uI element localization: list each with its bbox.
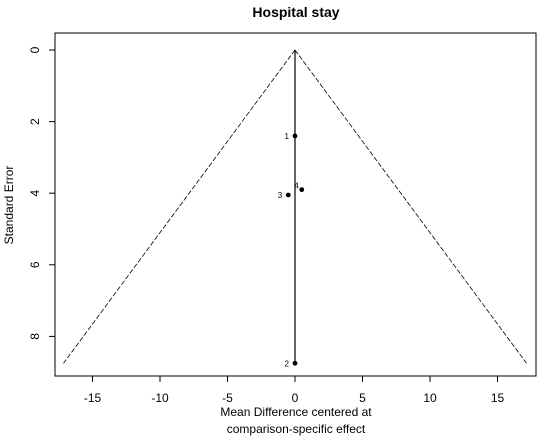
- data-point-3: [285, 192, 291, 198]
- x-tick-label--10: -10: [151, 391, 169, 405]
- x-tick-label-5: 5: [359, 391, 366, 405]
- y-tick-label-2: 2: [28, 118, 42, 125]
- x-axis-label-line2: comparison-specific effect: [227, 422, 366, 436]
- funnel-layer: [63, 49, 527, 364]
- data-point-2: [292, 360, 298, 366]
- x-tick-label--5: -5: [222, 391, 233, 405]
- chart-title: Hospital stay: [252, 4, 339, 20]
- funnel-left-line: [63, 49, 296, 364]
- x-tick-label--15: -15: [84, 391, 102, 405]
- x-axis-label-line1: Mean Difference centered at: [220, 405, 372, 419]
- y-tick-label-4: 4: [28, 190, 42, 197]
- y-tick-label-0: 0: [28, 46, 42, 53]
- x-tick-label-15: 15: [491, 391, 505, 405]
- x-tick-label-10: 10: [423, 391, 437, 405]
- y-tick-label-6: 6: [28, 261, 42, 268]
- point-label-1: 1: [285, 132, 290, 141]
- y-tick-label-8: 8: [28, 333, 42, 340]
- y-axis: 0 2 4 6 8: [28, 46, 56, 340]
- x-tick-label-0: 0: [292, 391, 299, 405]
- data-point-1: [292, 133, 298, 139]
- points-layer: 1 4 3 2: [278, 132, 305, 368]
- point-label-2: 2: [285, 359, 290, 368]
- point-label-3: 3: [278, 191, 283, 200]
- point-label-4: 4: [294, 182, 299, 191]
- funnel-right-line: [294, 49, 527, 364]
- data-point-4: [299, 187, 305, 193]
- y-axis-label: Standard Error: [2, 166, 16, 245]
- x-axis: -15 -10 -5 0 5 10 15: [84, 375, 505, 405]
